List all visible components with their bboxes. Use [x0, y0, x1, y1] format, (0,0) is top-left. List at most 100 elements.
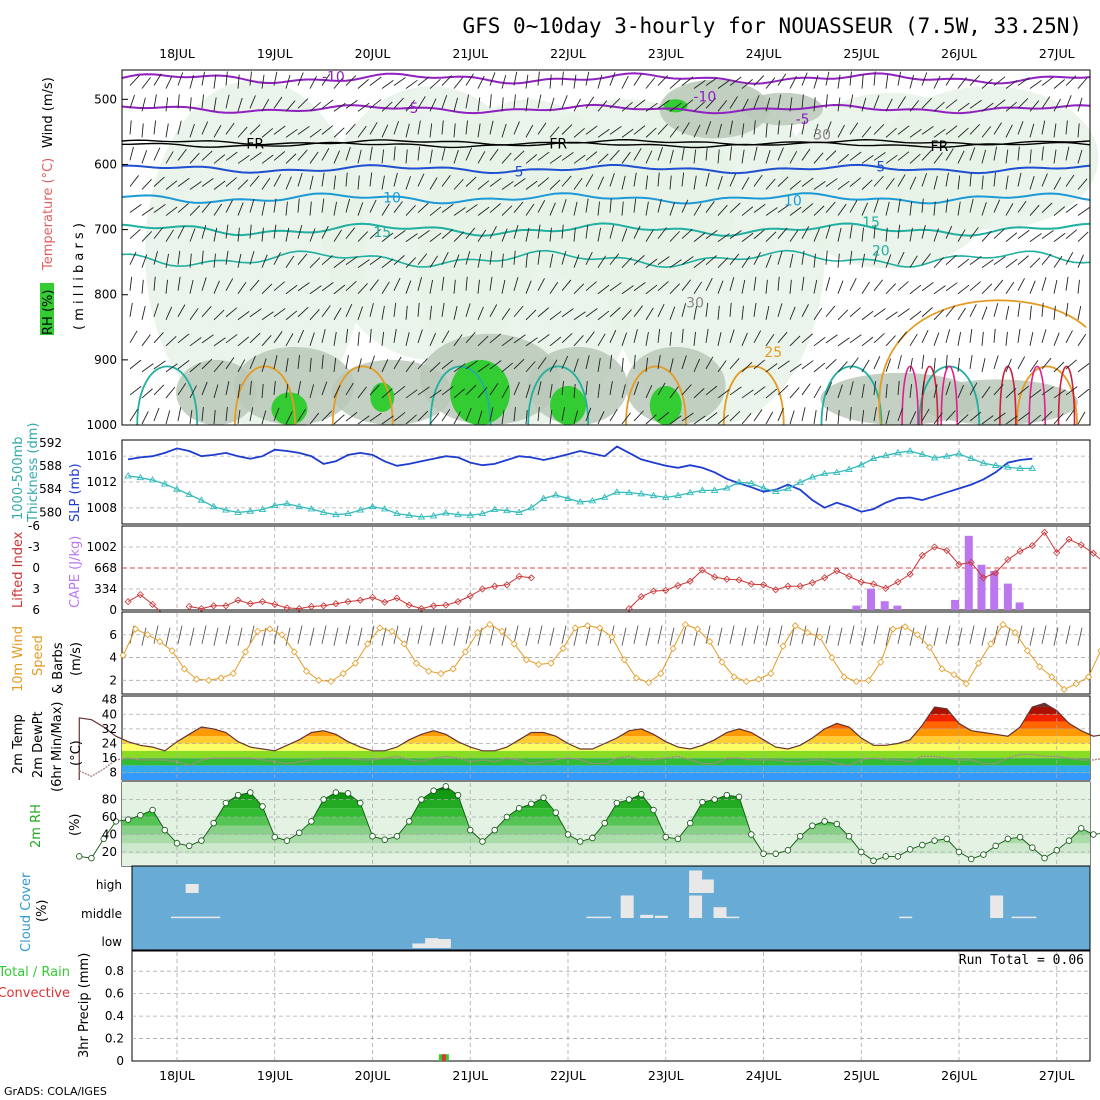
wind-barb — [1053, 279, 1058, 294]
wind-barb — [153, 360, 166, 370]
wind-barb — [393, 120, 399, 135]
wind-barb — [609, 307, 621, 318]
wind-marker — [339, 669, 347, 678]
wind-barb — [345, 355, 349, 369]
wind-barb — [621, 75, 629, 89]
wind-barb — [861, 126, 872, 138]
wind-barb — [333, 331, 337, 346]
contour-label: FR — [931, 139, 949, 155]
wind-label-2: Speed — [31, 635, 46, 676]
wind-barb — [489, 148, 499, 161]
wind-barb — [477, 229, 487, 242]
wind-barb — [1041, 173, 1048, 187]
wind-barb — [657, 123, 668, 135]
wind-barb — [501, 279, 506, 294]
wind-barb — [189, 253, 192, 268]
wind-barb — [693, 305, 698, 320]
wind-barb — [345, 75, 357, 86]
wind10-barb — [1041, 625, 1047, 644]
wind-barb — [1005, 203, 1014, 216]
wind-barb — [1077, 388, 1090, 399]
wind-marker — [290, 648, 298, 656]
wind-barb — [633, 410, 644, 422]
thickness-marker — [845, 465, 853, 472]
wind-barb — [993, 303, 999, 317]
wind-barb — [753, 120, 756, 135]
wind-barb — [1053, 389, 1066, 399]
rh-line — [76, 783, 1100, 864]
rh-marker — [1004, 835, 1012, 843]
wind-barb — [333, 284, 346, 295]
wind-barb — [525, 253, 528, 268]
wind-barb — [597, 227, 602, 242]
wind-barb — [681, 279, 692, 291]
top-date-label: 26JUL — [941, 46, 977, 61]
wind-barb — [705, 255, 717, 265]
cloud-bar — [195, 916, 209, 919]
wind-barb — [501, 362, 514, 373]
temperature-contour — [121, 163, 1091, 175]
wind-barb — [849, 357, 859, 370]
wind-barb — [309, 75, 317, 89]
wind-barb — [921, 307, 933, 318]
wind-barb — [993, 122, 1002, 135]
wind-tick: 4 — [109, 651, 117, 665]
wind-barb — [681, 355, 687, 370]
wind-barb — [705, 229, 718, 239]
wind-barb — [321, 148, 330, 161]
wind-marker — [681, 620, 689, 629]
wind-barb — [705, 146, 708, 161]
wind-barb — [765, 97, 771, 112]
wind-barb — [405, 233, 418, 242]
wind-barb — [933, 257, 944, 268]
wind-barb — [237, 155, 250, 164]
wind-barb — [741, 98, 749, 112]
rh-marker — [137, 812, 144, 819]
wind-barb — [141, 306, 146, 320]
wind-barb — [837, 227, 842, 242]
wind-barb — [153, 94, 157, 109]
wind-barb — [801, 333, 813, 344]
wind-barb — [357, 102, 370, 112]
wind-barb — [405, 257, 417, 268]
wind-barb — [273, 281, 285, 292]
wind-barb — [1005, 175, 1009, 190]
wind-barb — [777, 251, 783, 265]
wind-barb — [885, 201, 890, 216]
wind-barb — [249, 332, 261, 344]
wind-barb — [633, 99, 646, 109]
thickness-marker — [258, 505, 267, 512]
wind-barb — [885, 335, 896, 347]
wind-barb — [417, 173, 425, 187]
wind-barb — [609, 173, 615, 187]
wind-barb — [513, 381, 520, 396]
thickness-marker — [393, 509, 401, 517]
wind-barb — [681, 412, 694, 422]
wind-barb — [717, 360, 727, 373]
wind-barb — [693, 258, 706, 269]
wind-barb — [585, 380, 588, 395]
wind-barb — [1029, 233, 1042, 242]
wind-barb — [645, 331, 649, 346]
cape-tick: 334 — [94, 582, 117, 596]
millibars-label: ( m i l l i b a r s ) — [72, 223, 87, 330]
wind-barb — [849, 71, 852, 86]
wind-barb — [1077, 333, 1087, 347]
rh-marker — [442, 783, 450, 790]
wind-barb — [669, 126, 679, 138]
wind-marker — [791, 622, 799, 630]
wind-barb — [381, 232, 394, 242]
cloud-level-label: middle — [81, 907, 122, 921]
rh-tick: 60 — [102, 810, 117, 824]
wind-barb — [153, 407, 160, 422]
wind-barb — [345, 280, 357, 292]
wind-barb — [489, 360, 502, 370]
wind10-panel: 642 10m Wind Speed & Barbs (m/s) — [11, 611, 1100, 695]
cloud-level-label: high — [96, 878, 122, 892]
wind-barb — [705, 121, 712, 135]
wind-barb — [441, 146, 446, 161]
wind-barb — [1077, 254, 1084, 268]
bottom-date-label: 26JUL — [941, 1068, 977, 1083]
wind-barb — [237, 179, 249, 190]
wind10-barb — [357, 627, 363, 646]
